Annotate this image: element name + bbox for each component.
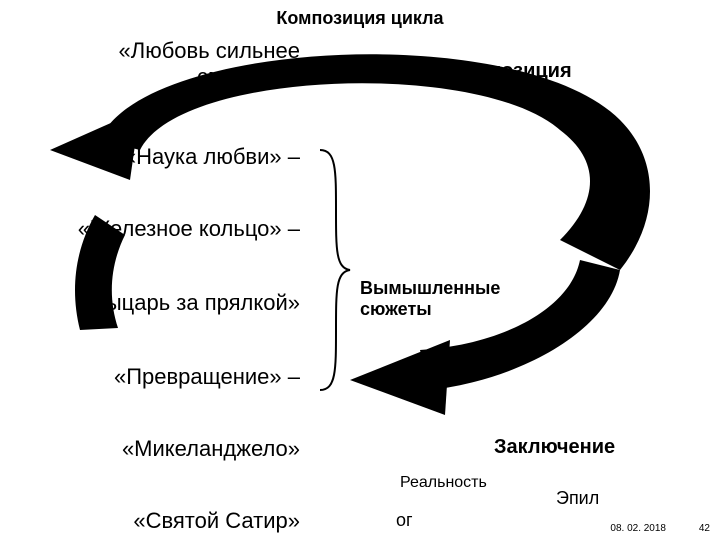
footer-date: 08. 02. 2018 [610, 523, 666, 534]
list-item: «Рыцарь за прялкой» [0, 290, 300, 316]
list-item: «Превращение» – [40, 364, 300, 390]
list-item: «Микеланджело» [40, 436, 300, 462]
label-epilogue1: Эпил [556, 488, 599, 509]
list-item: «Любовь сильнеесмерти» – [40, 38, 300, 90]
diagram-title: Композиция цикла [0, 8, 720, 29]
list-item: «Железное кольцо» – [0, 216, 300, 242]
brace-icon [320, 150, 350, 390]
footer-page: 42 [699, 523, 710, 534]
label-reality: Реальность [400, 474, 487, 492]
cycle-bottom-arrowhead [350, 340, 450, 415]
label-conclusion: Заключение [494, 436, 615, 459]
label-exposition: Экспозиция [454, 60, 572, 83]
label-fictional: Вымышленныесюжеты [360, 278, 500, 320]
list-item: «Святой Сатир» [40, 508, 300, 534]
list-item: «Наука любви» – [40, 144, 300, 170]
label-epilogue2: ог [396, 510, 413, 531]
